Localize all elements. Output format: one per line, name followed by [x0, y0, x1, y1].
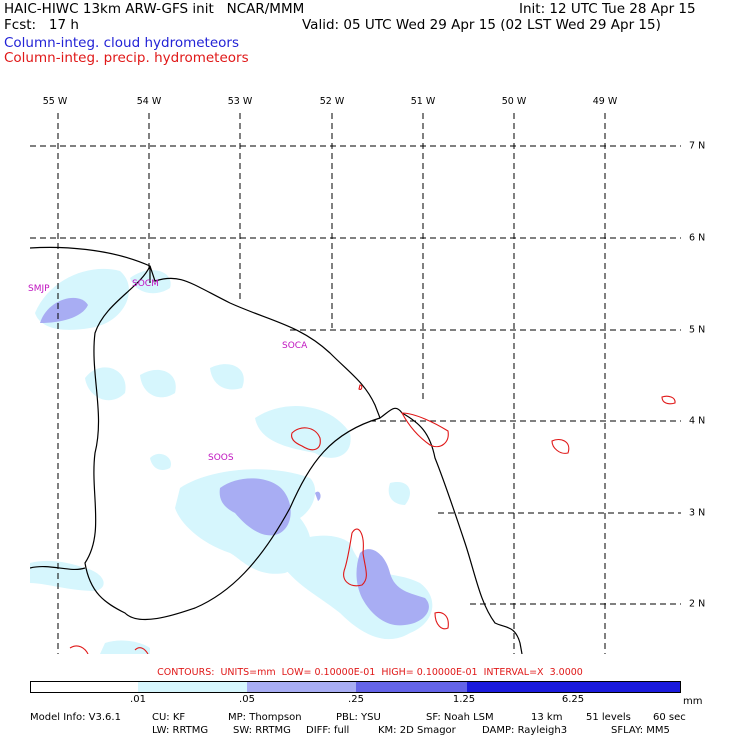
model-info-item: LW: RRTMG	[152, 725, 209, 736]
lon-label: 49 W	[592, 96, 618, 107]
model-info-item: 13 km	[531, 712, 563, 723]
colorbar-segment	[31, 682, 138, 692]
model-info-item: SF: Noah LSM	[426, 712, 494, 723]
init-time: Init: 12 UTC Tue 28 Apr 15	[519, 1, 696, 17]
station-label: SOOS	[208, 453, 234, 463]
colorbar-segment	[138, 682, 247, 692]
model-info-item: 51 levels	[586, 712, 631, 723]
model-info-item: MP: Thompson	[228, 712, 302, 723]
cloud-mid-regions	[40, 297, 429, 626]
legend-cloud: Column-integ. cloud hydrometeors	[4, 35, 240, 51]
station-label: SOCA	[282, 341, 308, 351]
lat-label: 2 N	[689, 598, 706, 610]
lon-label: 52 W	[319, 96, 345, 107]
colorbar-tick: .01	[130, 694, 146, 705]
colorbar-segment	[356, 682, 467, 692]
colorbar-segment	[467, 682, 680, 692]
forecast-map	[30, 113, 681, 654]
colorbar-units: mm	[683, 696, 703, 707]
colorbar-tick: .05	[239, 694, 255, 705]
colorbar	[30, 681, 681, 693]
lat-label: 4 N	[689, 415, 706, 427]
station-label: SOCM	[132, 279, 159, 289]
model-info-item: DIFF: full	[306, 725, 350, 736]
lat-label: 5 N	[689, 324, 706, 336]
lat-label: 6 N	[689, 232, 706, 244]
colorbar-tick: 1.25	[452, 694, 476, 705]
valid-time: Valid: 05 UTC Wed 29 Apr 15 (02 LST Wed …	[302, 17, 661, 33]
lat-label: 7 N	[689, 140, 706, 152]
model-info-item: SFLAY: MM5	[611, 725, 670, 736]
model-info-item: KM: 2D Smagor	[378, 725, 456, 736]
lon-label: 51 W	[410, 96, 436, 107]
legend-precip: Column-integ. precip. hydrometeors	[4, 50, 249, 66]
lon-label: 53 W	[227, 96, 253, 107]
model-info-item: Model Info: V3.6.1	[30, 712, 121, 723]
plot-title: HAIC-HIWC 13km ARW-GFS init NCAR/MMM	[4, 1, 305, 17]
forecast-hour: Fcst: 17 h	[4, 17, 79, 33]
lon-label: 55 W	[42, 96, 68, 107]
colorbar-tick: 6.25	[561, 694, 585, 705]
model-info-item: PBL: YSU	[336, 712, 381, 723]
colorbar-tick: .25	[348, 694, 364, 705]
model-info-item: CU: KF	[152, 712, 186, 723]
model-info-item: SW: RRTMG	[233, 725, 291, 736]
model-info-item: DAMP: Rayleigh3	[482, 725, 568, 736]
lon-label: 50 W	[501, 96, 527, 107]
lon-label: 54 W	[136, 96, 162, 107]
model-info-item: 60 sec	[653, 712, 686, 723]
colorbar-segment	[247, 682, 356, 692]
lat-label: 3 N	[689, 507, 706, 519]
lat-lon-grid	[30, 113, 681, 654]
contour-note: CONTOURS: UNITS=mm LOW= 0.10000E-01 HIGH…	[157, 667, 583, 678]
precip-contours	[69, 384, 676, 654]
coastline	[30, 246, 523, 654]
station-label: SMJP	[28, 284, 50, 294]
